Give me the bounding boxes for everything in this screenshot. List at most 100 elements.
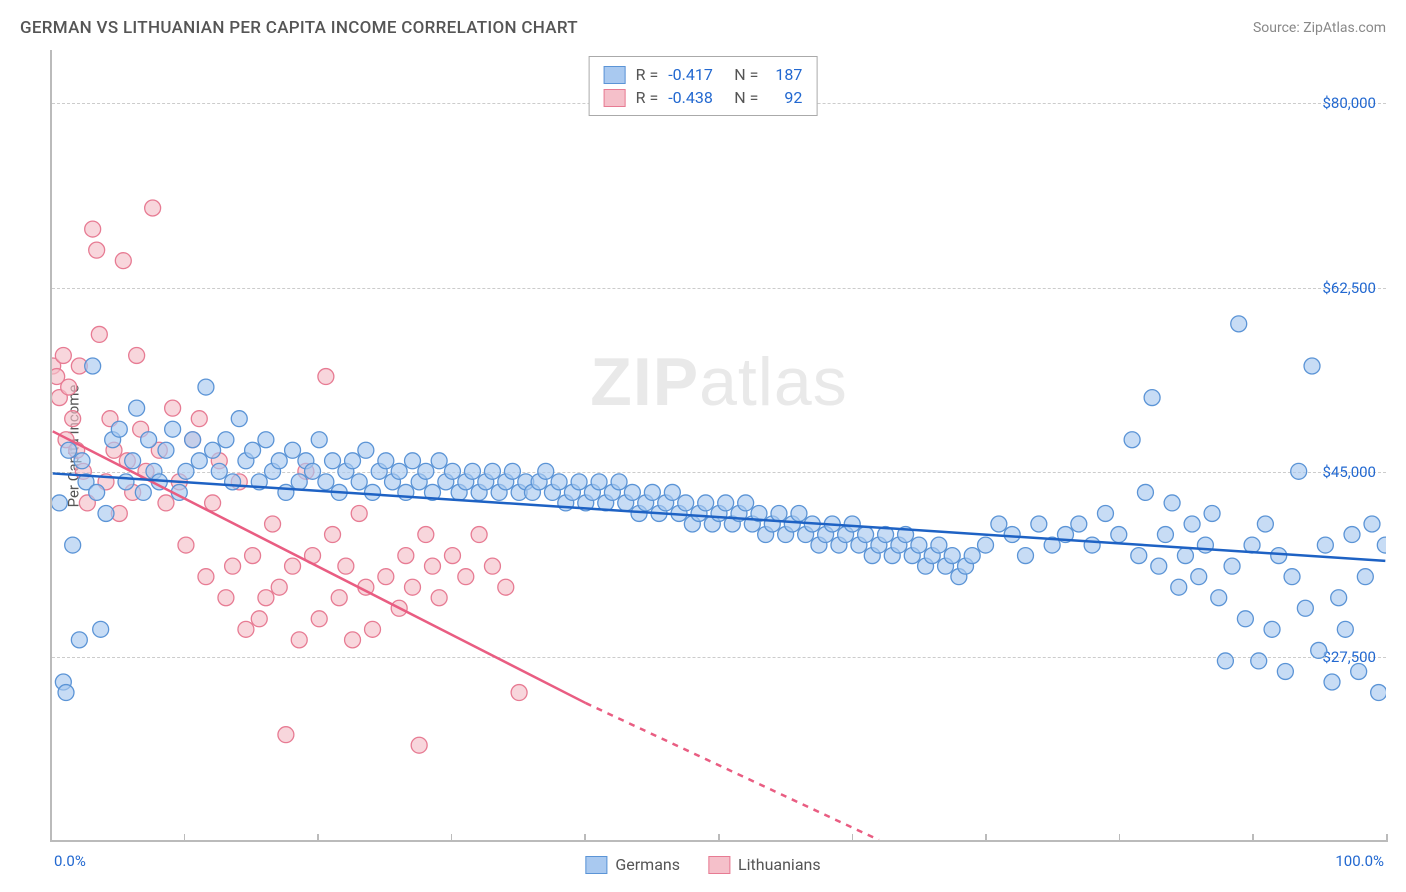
scatter-point [738, 495, 754, 511]
scatter-point [311, 432, 327, 448]
scatter-point [191, 411, 207, 427]
scatter-point [345, 632, 361, 648]
scatter-point [245, 442, 261, 458]
scatter-point [411, 737, 427, 753]
scatter-point [425, 558, 441, 574]
scatter-point [1337, 621, 1353, 637]
scatter-point [504, 463, 520, 479]
stat-n-value: 92 [768, 88, 802, 107]
scatter-point [115, 253, 131, 269]
scatter-point [1297, 600, 1313, 616]
scatter-point [464, 463, 480, 479]
scatter-point [1237, 611, 1253, 627]
scatter-point [225, 558, 241, 574]
scatter-point [1311, 642, 1327, 658]
scatter-point [311, 611, 327, 627]
scatter-point [378, 453, 394, 469]
scatter-point [991, 516, 1007, 532]
stat-r-value: -0.438 [668, 88, 724, 107]
scatter-point [1331, 590, 1347, 606]
scatter-point [1171, 579, 1187, 595]
scatter-point [178, 537, 194, 553]
scatter-point [1191, 569, 1207, 585]
scatter-point [238, 621, 254, 637]
scatter-point [678, 495, 694, 511]
scatter-point [444, 463, 460, 479]
scatter-point [418, 463, 434, 479]
chart-source: Source: ZipAtlas.com [1253, 20, 1386, 36]
scatter-point [291, 632, 307, 648]
scatter-point [1324, 674, 1340, 690]
scatter-point [1291, 463, 1307, 479]
x-min-label: 0.0% [54, 852, 86, 870]
scatter-point [318, 369, 334, 385]
scatter-point [418, 527, 434, 543]
scatter-point [285, 442, 301, 458]
scatter-point [624, 484, 640, 500]
scatter-point [1124, 432, 1140, 448]
scatter-point [111, 421, 127, 437]
scatter-point [271, 453, 287, 469]
legend-label: Lithuanians [738, 855, 821, 874]
x-tick [1386, 834, 1388, 842]
scatter-point [278, 727, 294, 743]
scatter-point [771, 505, 787, 521]
scatter-point [1084, 537, 1100, 553]
scatter-point [1371, 685, 1386, 701]
scatter-point [1131, 548, 1147, 564]
scatter-point [165, 400, 181, 416]
legend-swatch [604, 66, 626, 84]
scatter-point [365, 484, 381, 500]
scatter-point [1004, 527, 1020, 543]
scatter-point [125, 453, 141, 469]
scatter-point [1184, 516, 1200, 532]
scatter-point [911, 537, 927, 553]
legend-item: Germans [585, 855, 680, 874]
legend-item: Lithuanians [708, 855, 821, 874]
scatter-point [191, 453, 207, 469]
scatter-point [218, 432, 234, 448]
scatter-point [145, 200, 161, 216]
scatter-point [858, 527, 874, 543]
scatter-point [225, 474, 241, 490]
scatter-point [98, 505, 114, 521]
scatter-point [325, 527, 341, 543]
scatter-point [158, 495, 174, 511]
scatter-point [61, 379, 77, 395]
scatter-point [571, 474, 587, 490]
x-max-label: 100.0% [1335, 852, 1384, 870]
scatter-point [791, 505, 807, 521]
scatter-point [844, 516, 860, 532]
scatter-point [1164, 495, 1180, 511]
stat-n-label: N = [734, 65, 758, 84]
scatter-point [351, 474, 367, 490]
scatter-point [431, 453, 447, 469]
scatter-point [1231, 316, 1247, 332]
scatter-point [291, 474, 307, 490]
scatter-point [331, 590, 347, 606]
scatter-point [1304, 358, 1320, 374]
legend-swatch [585, 856, 607, 874]
scatter-point [74, 453, 90, 469]
scatter-point [251, 611, 267, 627]
scatter-point [1364, 516, 1380, 532]
scatter-point [58, 685, 74, 701]
scatter-point [471, 527, 487, 543]
scatter-point [398, 548, 414, 564]
scatter-point [285, 558, 301, 574]
scatter-point [405, 453, 421, 469]
scatter-point [1144, 390, 1160, 406]
scatter-point [1377, 537, 1386, 553]
scatter-point [65, 537, 81, 553]
scatter-point [1257, 516, 1273, 532]
scatter-point [431, 590, 447, 606]
scatter-point [198, 569, 214, 585]
scatter-point [1177, 548, 1193, 564]
chart-plot-area: ZIPatlas $27,500$45,000$62,500$80,000 [50, 50, 1386, 842]
scatter-point [1031, 516, 1047, 532]
scatter-point [245, 548, 261, 564]
scatter-point [265, 516, 281, 532]
scatter-point [89, 242, 105, 258]
scatter-point [65, 411, 81, 427]
scatter-point [61, 442, 77, 458]
